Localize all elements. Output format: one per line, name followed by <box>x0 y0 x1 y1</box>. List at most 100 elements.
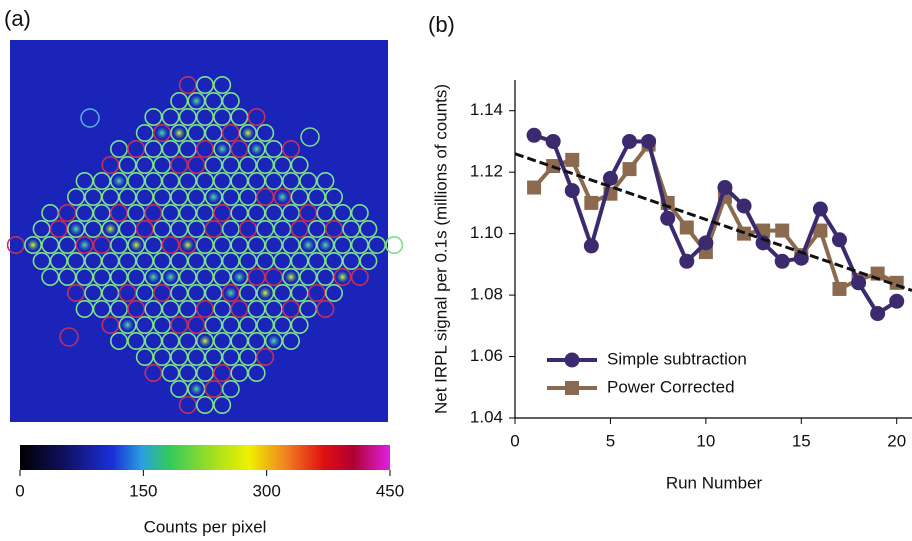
aperture <box>307 188 326 207</box>
aperture <box>153 251 172 270</box>
aperture <box>23 236 42 255</box>
aperture <box>385 236 404 255</box>
aperture <box>178 299 197 318</box>
aperture <box>230 267 249 286</box>
aperture <box>118 220 137 239</box>
aperture <box>273 188 292 207</box>
aperture <box>230 331 249 350</box>
aperture <box>316 299 335 318</box>
aperture <box>239 315 258 334</box>
aperture <box>178 172 197 191</box>
aperture <box>213 395 232 414</box>
aperture <box>127 204 146 223</box>
aperture <box>196 172 215 191</box>
marker <box>660 210 676 226</box>
aperture <box>144 236 163 255</box>
aperture <box>118 156 137 175</box>
aperture <box>221 283 240 302</box>
spot <box>319 239 332 251</box>
spot <box>285 270 297 283</box>
aperture <box>135 315 154 334</box>
aperture <box>256 124 275 143</box>
spot <box>190 382 203 395</box>
aperture <box>153 347 172 366</box>
marker <box>583 238 599 254</box>
aperture <box>213 331 232 350</box>
aperture <box>144 267 163 286</box>
aperture <box>127 331 146 350</box>
aperture <box>170 283 189 302</box>
aperture <box>196 267 215 286</box>
aperture <box>127 172 146 191</box>
aperture <box>187 315 206 334</box>
colorbar-tick-label: 150 <box>129 481 157 500</box>
y-tick-label: 1.06 <box>470 346 503 365</box>
trend-line <box>514 152 912 292</box>
aperture <box>299 236 318 255</box>
aperture <box>127 267 146 286</box>
aperture <box>290 188 309 207</box>
marker <box>870 306 886 322</box>
aperture <box>196 331 215 350</box>
spot <box>173 127 186 140</box>
aperture <box>307 220 326 239</box>
spot <box>70 223 82 236</box>
aperture <box>144 172 163 191</box>
aperture <box>187 124 206 143</box>
aperture <box>58 267 77 286</box>
marker <box>527 180 542 195</box>
aperture <box>196 363 215 382</box>
aperture <box>221 379 240 398</box>
spot <box>121 318 134 331</box>
aperture <box>170 92 189 111</box>
aperture <box>75 299 94 318</box>
aperture <box>281 267 300 286</box>
y-axis-label: Net IRPL signal per 0.1s (millions of co… <box>431 84 450 414</box>
aperture <box>84 188 103 207</box>
aperture <box>333 204 352 223</box>
marker <box>812 201 828 217</box>
aperture <box>135 156 154 175</box>
aperture <box>84 220 103 239</box>
aperture <box>221 124 240 143</box>
aperture <box>187 251 206 270</box>
aperture <box>247 363 266 382</box>
aperture <box>170 220 189 239</box>
image-overlay <box>6 76 404 414</box>
spot <box>104 223 117 236</box>
aperture <box>178 363 197 382</box>
aperture <box>221 347 240 366</box>
aperture <box>144 204 163 223</box>
spot <box>156 127 168 140</box>
aperture <box>178 236 197 255</box>
aperture <box>204 92 223 111</box>
aperture <box>161 108 180 127</box>
aperture <box>161 267 180 286</box>
aperture <box>230 363 249 382</box>
marker <box>679 220 694 235</box>
aperture <box>213 204 232 223</box>
aperture <box>135 251 154 270</box>
aperture <box>264 236 283 255</box>
aperture <box>281 299 300 318</box>
y-tick-label: 1.12 <box>470 162 503 181</box>
aperture <box>307 283 326 302</box>
aperture <box>273 315 292 334</box>
aperture <box>213 363 232 382</box>
aperture <box>239 347 258 366</box>
aperture <box>213 76 232 95</box>
aperture <box>281 331 300 350</box>
spot <box>267 334 280 347</box>
aperture <box>213 299 232 318</box>
marker <box>813 223 828 238</box>
aperture <box>221 188 240 207</box>
aperture <box>230 140 249 159</box>
aperture <box>239 220 258 239</box>
aperture <box>118 251 137 270</box>
spot <box>147 270 160 283</box>
aperture <box>239 124 258 143</box>
aperture <box>350 236 369 255</box>
aperture <box>213 140 232 159</box>
aperture <box>153 283 172 302</box>
aperture <box>264 172 283 191</box>
